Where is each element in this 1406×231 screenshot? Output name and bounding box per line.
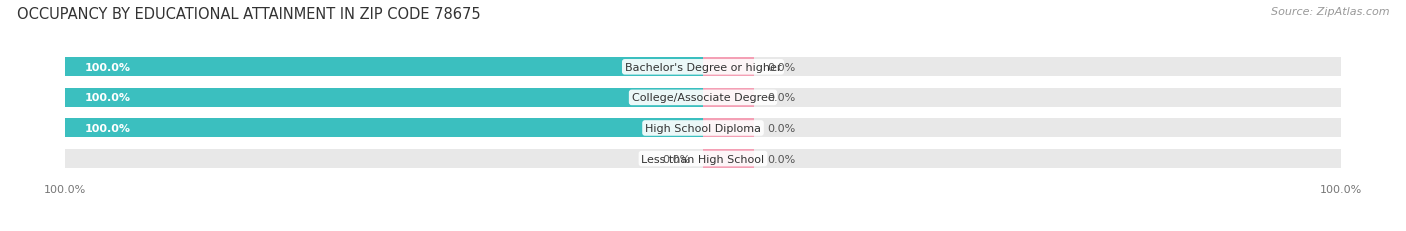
Text: 0.0%: 0.0% (662, 154, 690, 164)
Bar (65, 88, 703, 107)
Bar (703, 88, 754, 107)
Text: 0.0%: 0.0% (766, 93, 794, 103)
Text: 0.0%: 0.0% (766, 154, 794, 164)
Bar (65, 58, 1341, 77)
Bar (65, 58, 703, 77)
Text: 100.0%: 100.0% (84, 63, 131, 73)
Text: 100.0%: 100.0% (84, 123, 131, 133)
Bar (65, 149, 1341, 168)
Text: High School Diploma: High School Diploma (645, 123, 761, 133)
Bar (65, 119, 1341, 138)
Text: Source: ZipAtlas.com: Source: ZipAtlas.com (1271, 7, 1389, 17)
Text: 100.0%: 100.0% (84, 93, 131, 103)
Bar (703, 58, 754, 77)
Bar (65, 119, 703, 138)
Text: 0.0%: 0.0% (766, 123, 794, 133)
Text: OCCUPANCY BY EDUCATIONAL ATTAINMENT IN ZIP CODE 78675: OCCUPANCY BY EDUCATIONAL ATTAINMENT IN Z… (17, 7, 481, 22)
Bar (703, 119, 754, 138)
Text: Less than High School: Less than High School (641, 154, 765, 164)
Text: 0.0%: 0.0% (766, 63, 794, 73)
Text: Bachelor's Degree or higher: Bachelor's Degree or higher (624, 63, 782, 73)
Bar (703, 149, 754, 168)
Bar (65, 88, 1341, 107)
Text: College/Associate Degree: College/Associate Degree (631, 93, 775, 103)
